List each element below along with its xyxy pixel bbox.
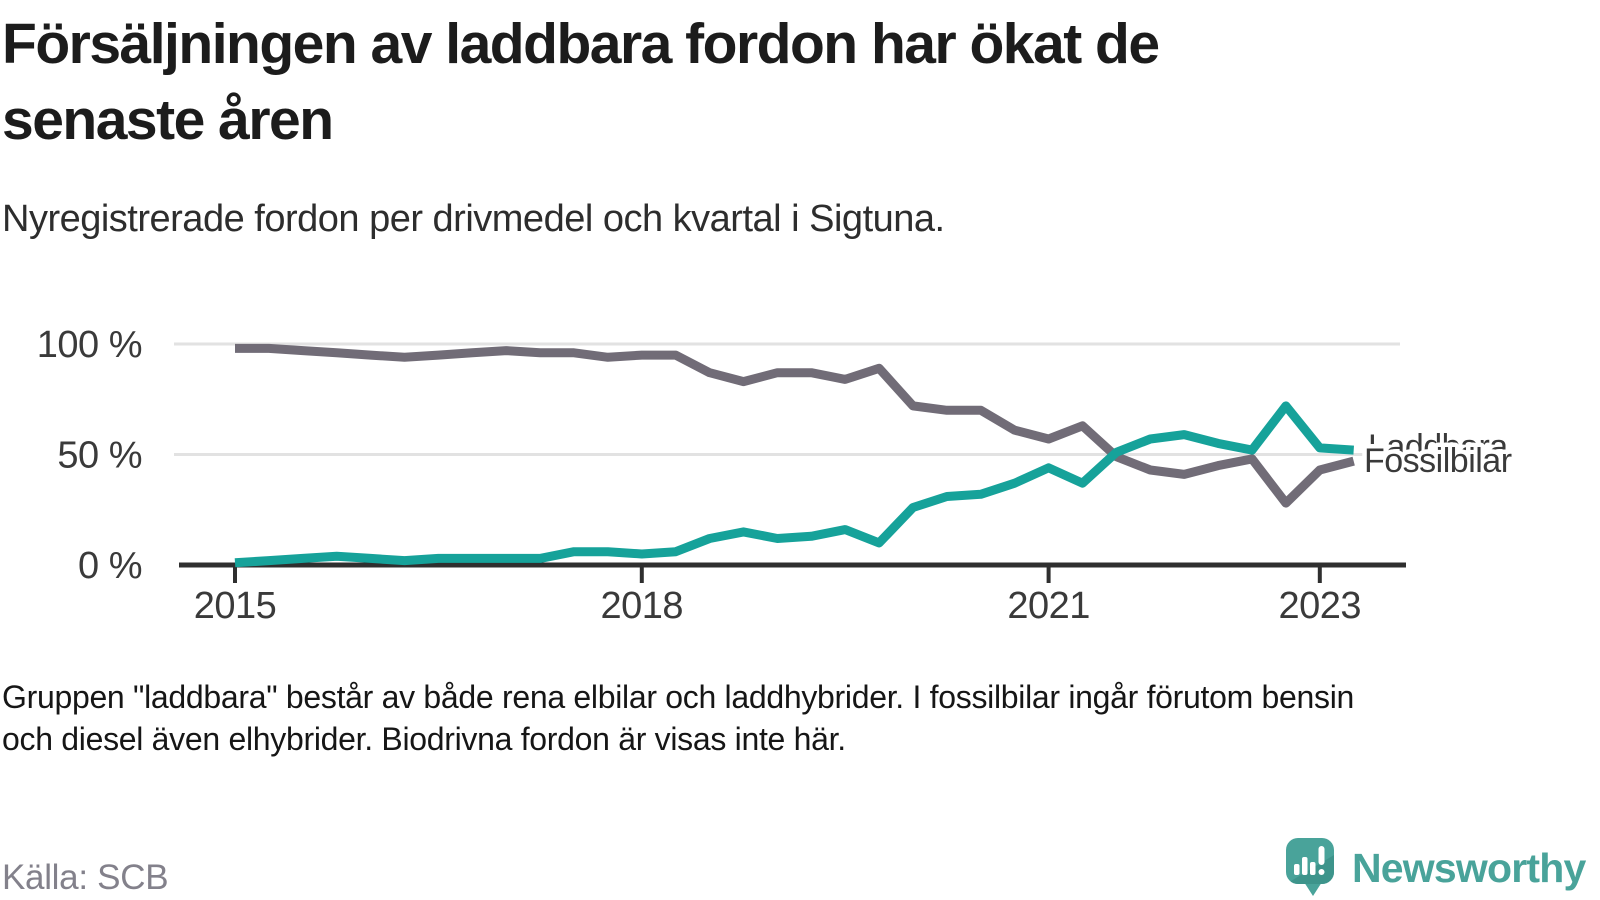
data-series <box>234 343 1355 568</box>
laddbara-label: Laddbara <box>1368 428 1508 466</box>
newsworthy-logo-icon <box>1286 838 1334 896</box>
newsworthy-logo: Newsworthy <box>1286 838 1586 898</box>
y-tick-label: 0 % <box>78 545 142 587</box>
x-tick-label: 2015 <box>194 585 277 627</box>
x-axis: 2015 2018 2021 2023 <box>179 562 1406 627</box>
newsworthy-wordmark: Newsworthy <box>1352 844 1586 891</box>
logo-bars <box>1294 857 1316 875</box>
logo-exclamation <box>1318 846 1325 875</box>
chart-footnote: Gruppen "laddbara" består av både rena e… <box>2 676 1354 760</box>
footnote-line-2: och diesel även elhybrider. Biodrivna fo… <box>2 721 846 757</box>
chart-subtitle: Nyregistrerade fordon per drivmedel och … <box>2 198 945 240</box>
y-tick-label: 50 % <box>57 435 142 477</box>
y-tick-label: 100 % <box>37 324 142 366</box>
source-attribution: Källa: SCB <box>2 858 169 897</box>
title-line-2: senaste åren <box>2 88 334 152</box>
series-end-labels: Laddbara Fossilbilar <box>1360 428 1517 485</box>
page-title: Försäljningen av laddbara fordon har öka… <box>2 6 1160 158</box>
fossilbilar-line <box>235 343 1355 508</box>
x-tick-label: 2023 <box>1279 585 1362 627</box>
footnote-line-1: Gruppen "laddbara" består av både rena e… <box>2 679 1355 715</box>
laddbara-line <box>234 401 1354 568</box>
gridlines: 100 % 50 % 0 % <box>37 324 1400 587</box>
title-line-1: Försäljningen av laddbara fordon har öka… <box>2 12 1160 76</box>
x-tick-label: 2018 <box>601 585 684 627</box>
fossilbilar-label: Fossilbilar <box>1364 442 1512 480</box>
x-tick-label: 2021 <box>1007 585 1090 627</box>
